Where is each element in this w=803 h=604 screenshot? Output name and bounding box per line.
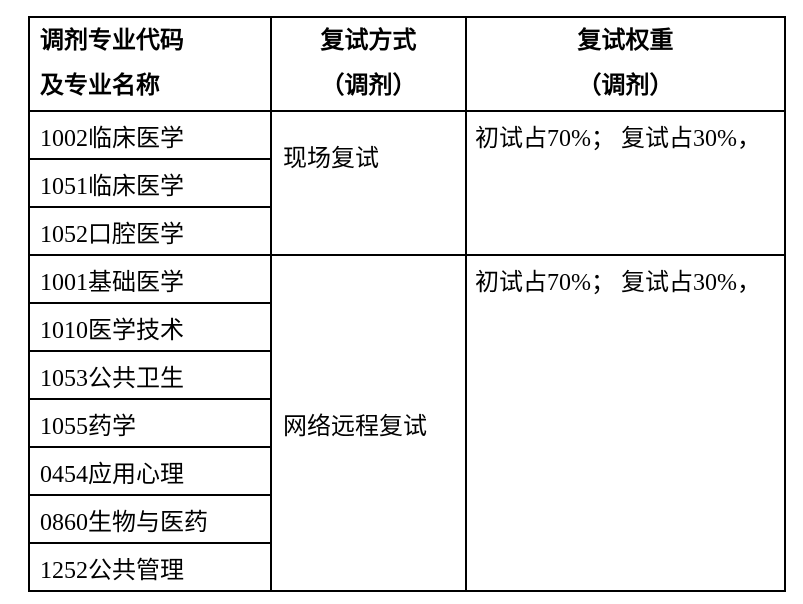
table-row: 1055药学: [28, 398, 785, 448]
header-major-code: 调剂专业代码 及专业名称: [28, 16, 272, 112]
header-weight-line1: 复试权重: [577, 28, 674, 54]
major-cell-1051: 1051临床医学: [28, 158, 272, 208]
major-cell-1001: 1001基础医学: [28, 254, 272, 304]
table-row: 1001基础医学 网络远程复试 初试占70%； 复试占30%，: [28, 254, 786, 592]
major-cell-1010: 1010医学技术: [28, 302, 272, 352]
header-method-line1: 复试方式: [320, 28, 417, 54]
table-row: 1002临床医学 现场复试 初试占70%； 复试占30%，: [28, 110, 786, 256]
major-cell-1252: 1252公共管理: [28, 542, 272, 592]
table-header-row: 调剂专业代码 及专业名称 复试方式 （调剂） 复试权重 （调剂）: [28, 16, 786, 112]
reexam-adjustment-table: 调剂专业代码 及专业名称 复试方式 （调剂） 复试权重 （调剂） 1002临床医…: [28, 16, 786, 592]
table-row: 0454应用心理: [28, 446, 785, 496]
table-row: 1053公共卫生: [28, 350, 785, 400]
weight-cell-group2: 初试占70%； 复试占30%，: [465, 254, 786, 592]
major-cell-0860: 0860生物与医药: [28, 494, 272, 544]
header-weight: 复试权重 （调剂）: [465, 16, 786, 112]
method-cell-onsite: 现场复试: [270, 110, 467, 256]
table-row: 1252公共管理: [28, 542, 785, 592]
header-method-line2: （调剂）: [320, 73, 417, 99]
weight-cell-group1: 初试占70%； 复试占30%，: [465, 110, 786, 256]
major-cell-1053: 1053公共卫生: [28, 350, 272, 400]
header-method: 复试方式 （调剂）: [270, 16, 467, 112]
table-row: 0860生物与医药: [28, 494, 785, 544]
table-row: 1052口腔医学: [28, 206, 785, 256]
major-cell-1052: 1052口腔医学: [28, 206, 272, 256]
table-row: 1051临床医学: [28, 158, 785, 208]
header-major-code-line1: 调剂专业代码: [40, 28, 184, 54]
major-cell-1055: 1055药学: [28, 398, 272, 448]
header-major-code-line2: 及专业名称: [40, 73, 160, 99]
header-weight-line2: （调剂）: [577, 73, 674, 99]
method-cell-remote: 网络远程复试: [270, 254, 467, 592]
table-row: 1010医学技术: [28, 302, 785, 352]
major-cell-0454: 0454应用心理: [28, 446, 272, 496]
major-cell-1002: 1002临床医学: [28, 110, 272, 160]
